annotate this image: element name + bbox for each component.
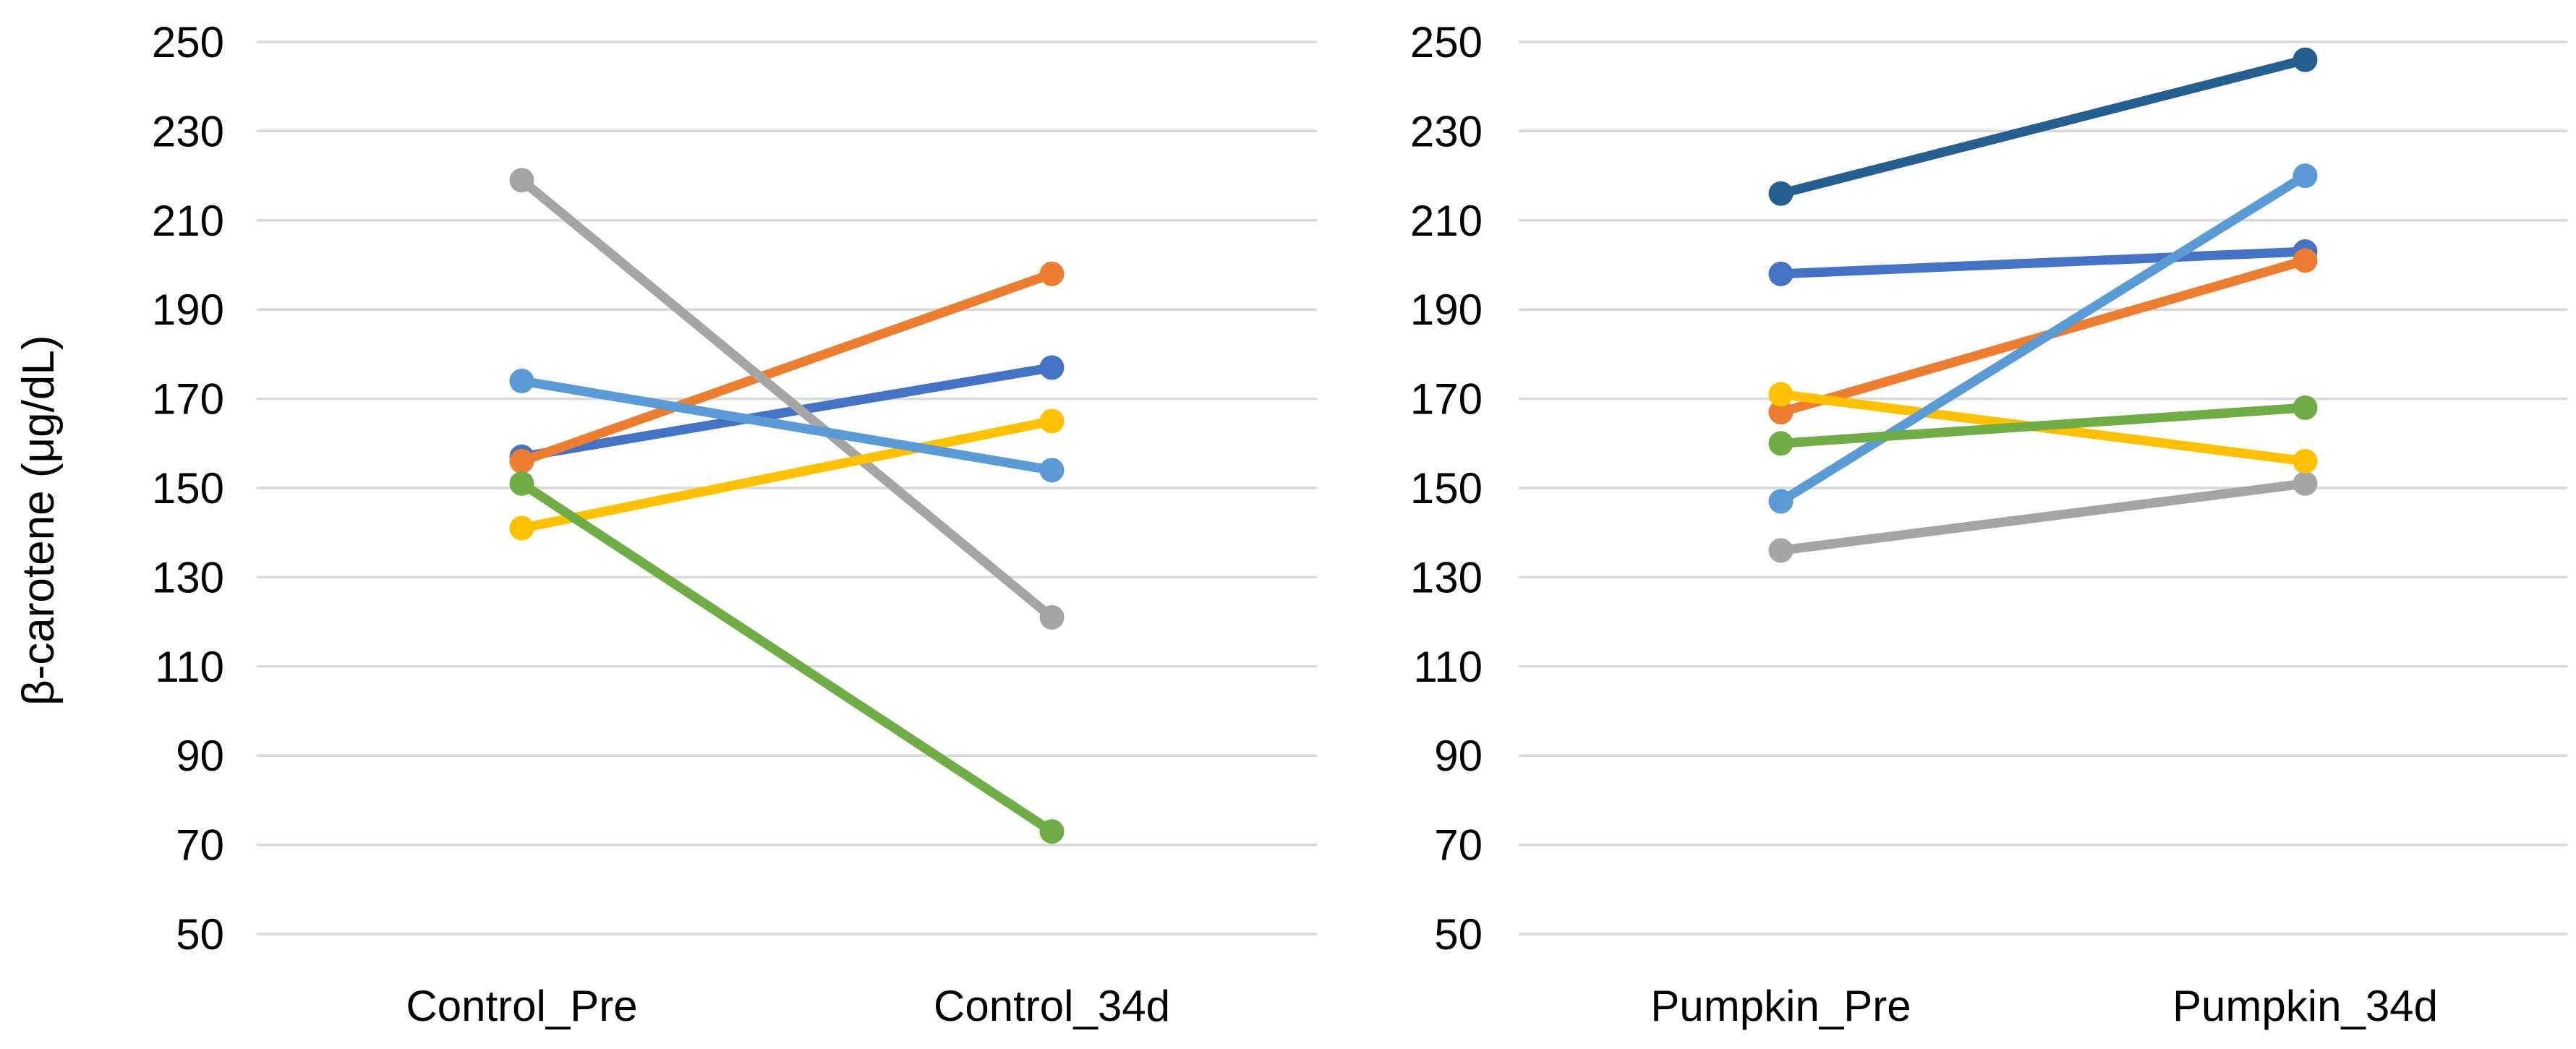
series-line-blue [1776,247,2310,279]
y-tick-label: 190 [152,286,224,334]
y-tick-label: 190 [1410,286,1483,334]
y-tick-label: 70 [176,821,224,870]
y-tick-label: 170 [1410,375,1483,424]
series-line-blue [517,362,1057,462]
data-point-green [1039,819,1065,844]
data-point-gray [1039,604,1065,630]
y-tick-label: 110 [1413,643,1483,691]
series-line-gray [517,175,1057,622]
series-line-gray [1776,479,2310,555]
y-tick-label: 130 [152,553,224,601]
data-point-light-blue [509,368,534,393]
y-tick-label: 230 [152,107,224,155]
y-tick-label: 130 [1410,553,1483,601]
data-point-gray [2293,471,2318,496]
data-point-yellow [1768,382,1794,407]
series-line-green [1776,403,2310,448]
y-tick-label: 70 [1434,821,1483,870]
series-line-light-blue [1776,171,2310,507]
x-category-label: Control_Pre [406,982,637,1030]
data-point-gray [509,168,534,193]
series-line-orange [517,269,1057,466]
y-tick-label: 110 [155,643,224,691]
data-point-orange [1039,261,1065,286]
pumpkin-chart: 250 230 210 190 170 150 130 110 90 70 50 Pumpkin_Pr… [1410,18,2567,1030]
y-tick-label: 170 [152,375,224,424]
data-point-green [1768,431,1794,456]
data-point-dark-blue [1768,181,1794,206]
data-point-blue [1039,355,1065,380]
data-point-yellow [1039,408,1065,434]
x-category-label: Pumpkin_Pre [1650,982,1911,1030]
y-tick-label: 250 [152,18,224,67]
data-point-orange [1768,400,1794,425]
x-category-label: Pumpkin_34d [2172,982,2438,1030]
series-line-light-blue [517,376,1057,475]
data-point-gray [1768,538,1794,563]
y-tick-label: 90 [1434,732,1483,780]
data-point-blue [1768,261,1794,286]
series-line-yellow [517,416,1057,534]
data-point-orange [2293,248,2318,273]
series-line-green [517,479,1057,836]
x-category-label: Control_34d [934,982,1170,1030]
data-point-green [2293,395,2318,420]
data-point-yellow [2293,448,2318,474]
data-point-light-blue [1039,458,1065,483]
data-point-dark-blue [2293,47,2318,72]
y-tick-label: 210 [1410,197,1483,245]
series-line-dark-blue [1776,55,2310,199]
data-point-light-blue [1768,489,1794,514]
data-point-green [509,471,534,496]
y-tick-label: 150 [1410,464,1483,513]
data-point-light-blue [2293,163,2318,189]
y-tick-label: 210 [152,197,224,245]
control-chart: 250 230 210 190 170 150 130 110 90 70 50 Control_Pr… [152,18,1317,1030]
y-tick-label: 150 [152,464,224,513]
y-tick-label: 50 [176,910,224,959]
y-tick-label: 230 [1410,107,1483,155]
data-point-orange [509,448,534,474]
y-tick-label: 250 [1410,18,1483,67]
y-tick-label: 50 [1434,910,1483,959]
data-point-yellow [509,515,534,541]
y-tick-label: 90 [176,732,224,780]
